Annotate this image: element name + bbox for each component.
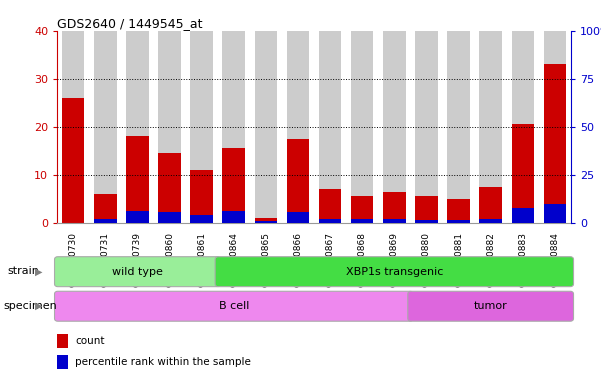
Bar [544, 31, 566, 223]
Bar [287, 139, 309, 223]
Bar [158, 31, 181, 223]
Bar [57, 334, 69, 348]
Bar [191, 31, 213, 223]
Bar [94, 31, 117, 223]
Bar [447, 199, 470, 223]
Bar [319, 219, 341, 223]
Text: B cell: B cell [219, 301, 249, 311]
Bar [94, 219, 117, 223]
Bar [511, 124, 534, 223]
Bar [480, 187, 502, 223]
Bar [126, 136, 148, 223]
Text: wild type: wild type [112, 266, 163, 277]
Bar [287, 212, 309, 223]
Bar [191, 170, 213, 223]
Bar [351, 196, 373, 223]
Text: strain: strain [8, 266, 40, 276]
Bar [62, 98, 84, 223]
Bar [544, 204, 566, 223]
Bar [415, 31, 438, 223]
Bar [351, 219, 373, 223]
FancyBboxPatch shape [215, 257, 573, 286]
Bar [222, 31, 245, 223]
Bar [511, 31, 534, 223]
Bar [319, 189, 341, 223]
Text: ▶: ▶ [35, 301, 42, 311]
Bar [480, 219, 502, 223]
Text: tumor: tumor [474, 301, 507, 311]
Bar [447, 31, 470, 223]
Text: count: count [75, 336, 105, 346]
Bar [191, 215, 213, 223]
Text: XBP1s transgenic: XBP1s transgenic [346, 266, 443, 277]
Bar [94, 194, 117, 223]
Bar [383, 192, 406, 223]
Bar [480, 31, 502, 223]
Text: percentile rank within the sample: percentile rank within the sample [75, 357, 251, 367]
Bar [158, 212, 181, 223]
Bar [126, 211, 148, 223]
Text: GDS2640 / 1449545_at: GDS2640 / 1449545_at [57, 17, 203, 30]
Bar [287, 31, 309, 223]
Text: specimen: specimen [3, 301, 56, 311]
Bar [126, 31, 148, 223]
FancyBboxPatch shape [55, 291, 413, 321]
Bar [511, 208, 534, 223]
Bar [255, 218, 277, 223]
FancyBboxPatch shape [55, 257, 220, 286]
Bar [447, 220, 470, 223]
Bar [62, 31, 84, 223]
Bar [544, 64, 566, 223]
Bar [415, 220, 438, 223]
Bar [319, 31, 341, 223]
Bar [383, 31, 406, 223]
FancyBboxPatch shape [408, 291, 573, 321]
Bar [383, 219, 406, 223]
Bar [57, 355, 69, 369]
Bar [415, 196, 438, 223]
Text: ▶: ▶ [35, 266, 42, 276]
Bar [255, 31, 277, 223]
Bar [158, 153, 181, 223]
Bar [222, 148, 245, 223]
Bar [222, 211, 245, 223]
Bar [351, 31, 373, 223]
Bar [255, 221, 277, 223]
